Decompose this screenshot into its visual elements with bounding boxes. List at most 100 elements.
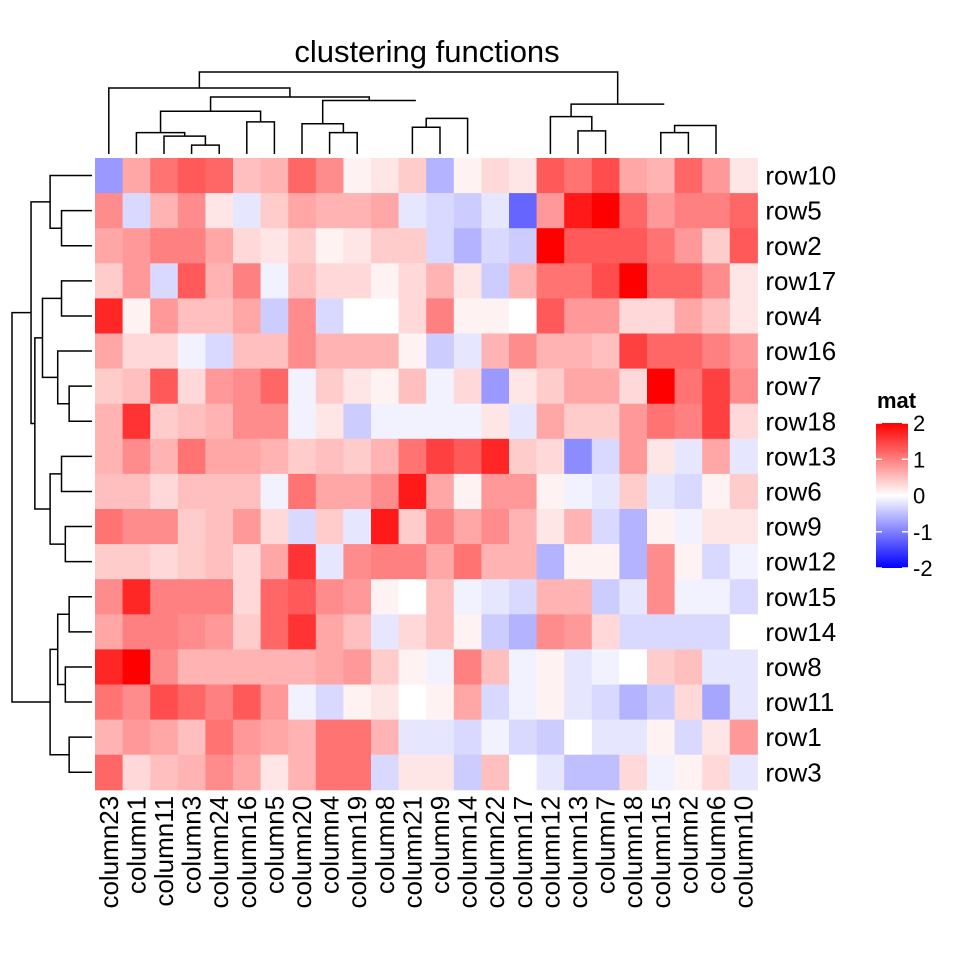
heatmap-cell: [509, 649, 538, 685]
heatmap-cell: [481, 684, 510, 721]
heatmap-cell: [233, 368, 262, 405]
heatmap-cell: [205, 263, 234, 299]
heatmap-cell: [647, 333, 676, 370]
heatmap-cell: [122, 614, 151, 650]
column-label: column17: [508, 796, 538, 909]
column-label: column18: [618, 796, 648, 909]
heatmap-cell: [95, 649, 124, 685]
heatmap-cell: [564, 333, 593, 370]
heatmap-cell: [426, 509, 455, 545]
heatmap-cell: [564, 509, 593, 545]
heatmap-cell: [398, 509, 427, 545]
dendrogram-branch: [68, 596, 92, 633]
heatmap-cell: [233, 509, 262, 545]
heatmap-cell: [315, 158, 344, 194]
heatmap-cell: [150, 614, 179, 650]
legend-tick-label: 1: [913, 447, 925, 472]
heatmap-cell: [674, 509, 703, 545]
heatmap-cell: [619, 333, 648, 370]
heatmap-cell: [315, 438, 344, 475]
heatmap-cell: [233, 473, 262, 510]
column-label: column8: [370, 796, 400, 894]
heatmap-cell: [591, 509, 620, 545]
dendrogram-branch: [68, 385, 92, 422]
row-label: row10: [765, 161, 836, 191]
heatmap-cell: [343, 228, 372, 264]
legend-tick-label: -1: [913, 520, 933, 545]
heatmap-cell: [288, 579, 317, 615]
heatmap-cell: [591, 403, 620, 440]
heatmap-cell: [150, 579, 179, 615]
row-label: row18: [765, 406, 836, 436]
heatmap-cell: [371, 158, 400, 194]
heatmap-cell: [122, 649, 151, 685]
heatmap-cell: [122, 368, 151, 405]
heatmap-cell: [150, 158, 179, 194]
heatmap-cell: [288, 263, 317, 299]
heatmap-cell: [95, 298, 124, 334]
heatmap-cell: [453, 473, 482, 510]
heatmap-cell: [122, 684, 151, 721]
heatmap-cell: [509, 719, 538, 756]
heatmap-cell: [95, 263, 124, 299]
heatmap-cell: [619, 614, 648, 650]
heatmap-cell: [591, 544, 620, 580]
heatmap-cell: [481, 579, 510, 615]
heatmap-cell: [150, 473, 179, 510]
dendrogram-branch: [49, 174, 92, 229]
heatmap-cell: [729, 403, 758, 440]
heatmap-cell: [398, 158, 427, 194]
heatmap-cell: [398, 719, 427, 756]
heatmap-cell: [177, 368, 206, 405]
dendrogram-branch: [411, 126, 441, 154]
heatmap-cell: [205, 403, 234, 440]
heatmap-cell: [398, 614, 427, 650]
heatmap-cell: [729, 684, 758, 721]
heatmap-cell: [371, 719, 400, 756]
heatmap-cell: [343, 298, 372, 334]
heatmap-cell: [95, 579, 124, 615]
heatmap-body: [95, 158, 758, 791]
row-label: row16: [765, 336, 836, 366]
heatmap-cell: [536, 509, 565, 545]
heatmap-cell: [122, 403, 151, 440]
heatmap-cell: [591, 684, 620, 721]
heatmap-cell: [674, 403, 703, 440]
heatmap-cell: [288, 719, 317, 756]
dendrogram-branch: [64, 525, 92, 563]
heatmap-cell: [398, 228, 427, 264]
heatmap-cell: [536, 298, 565, 334]
row-label: row15: [765, 582, 836, 612]
dendrogram-branch: [209, 96, 371, 112]
heatmap-cell: [343, 263, 372, 299]
heatmap-cell: [509, 473, 538, 510]
heatmap-cell: [288, 544, 317, 580]
heatmap-cell: [453, 438, 482, 475]
column-label: column9: [425, 796, 455, 894]
heatmap-cell: [619, 193, 648, 229]
heatmap-cell: [619, 438, 648, 475]
row-label: row4: [765, 301, 821, 331]
heatmap-cell: [315, 193, 344, 229]
heatmap-cell: [371, 438, 400, 475]
heatmap-cell: [205, 649, 234, 685]
heatmap-cell: [288, 403, 317, 440]
heatmap-cell: [536, 649, 565, 685]
heatmap-cell: [591, 298, 620, 334]
heatmap-cell: [205, 228, 234, 264]
heatmap-cell: [315, 544, 344, 580]
column-label: column22: [480, 796, 510, 909]
heatmap-cell: [647, 754, 676, 791]
heatmap-cell: [260, 719, 289, 756]
heatmap-cell: [233, 403, 262, 440]
heatmap-cell: [426, 368, 455, 405]
dendrogram-branch: [56, 350, 92, 405]
dendrogram-branch: [190, 144, 220, 154]
column-label: column11: [149, 796, 179, 907]
heatmap-cell: [619, 473, 648, 510]
heatmap-cell: [122, 158, 151, 194]
heatmap-cell: [702, 298, 731, 334]
heatmap-cell: [315, 719, 344, 756]
heatmap-cell: [343, 649, 372, 685]
heatmap-cell: [674, 579, 703, 615]
